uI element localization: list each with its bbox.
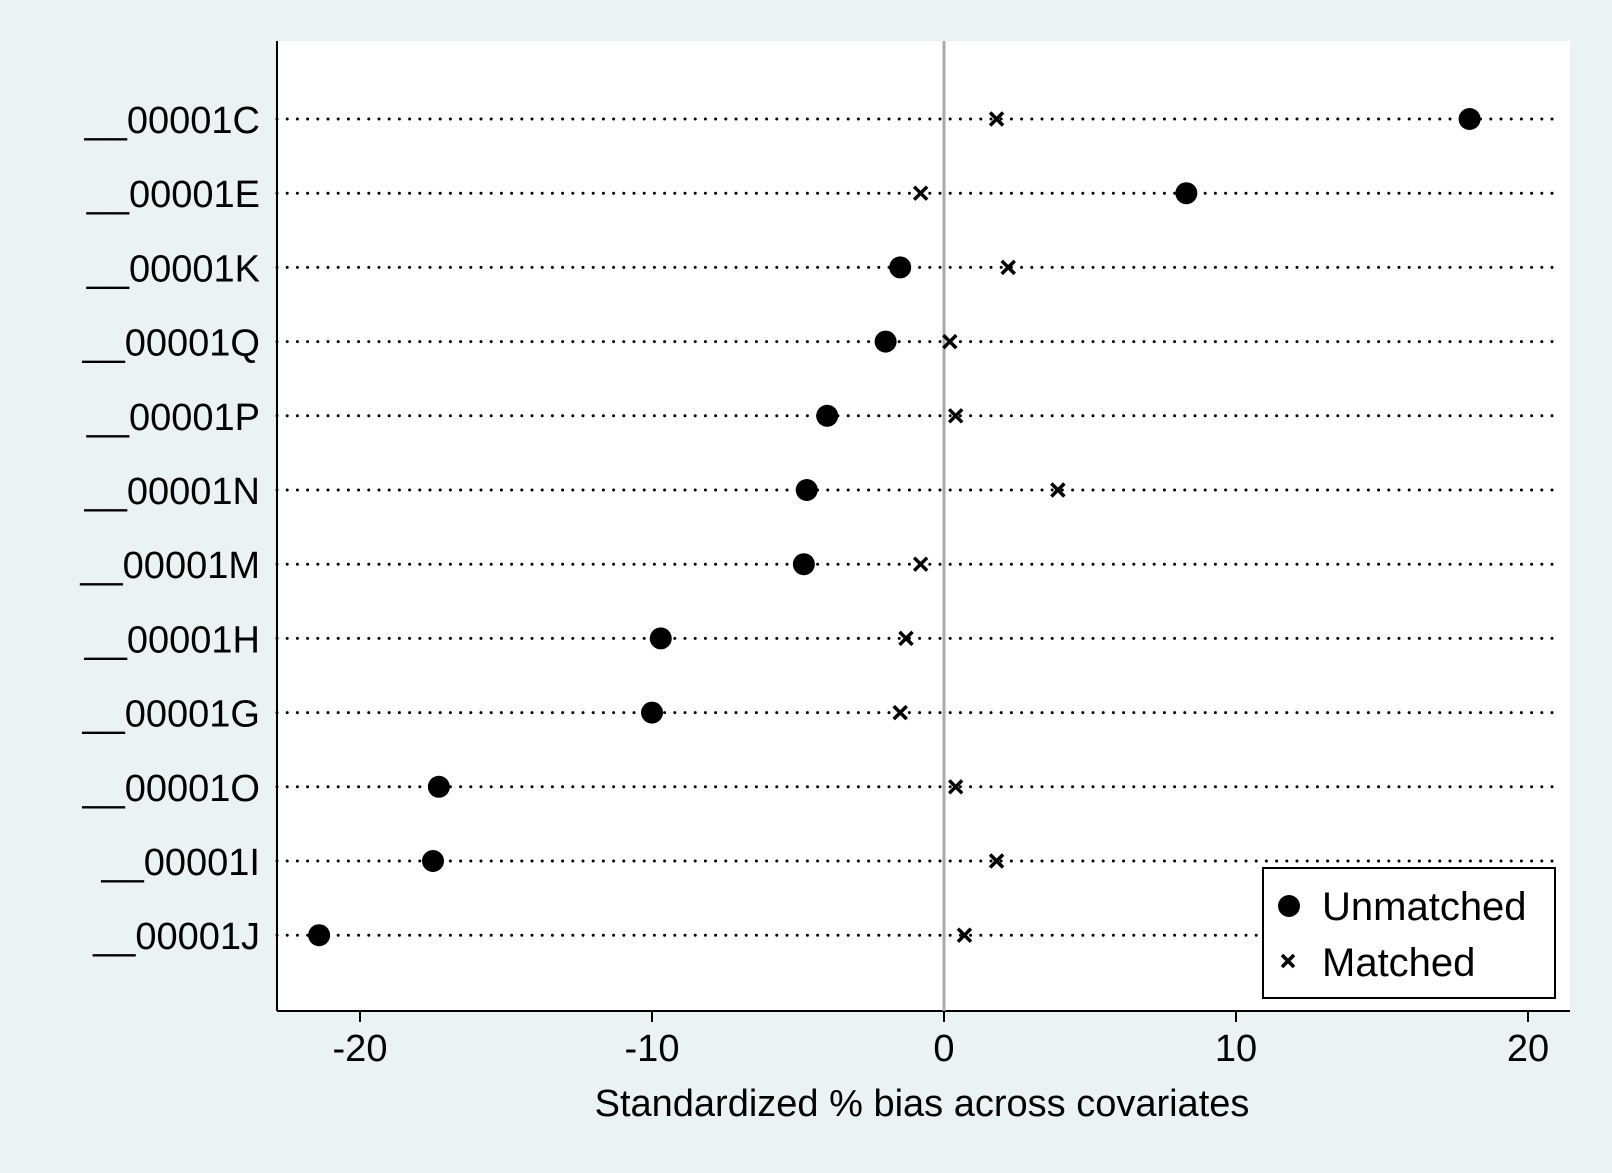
matched-point [956, 927, 973, 943]
y-tick-label: __00001P [86, 397, 260, 439]
y-tick-label: __00001Q [82, 323, 261, 365]
matched-point [947, 779, 964, 795]
y-tick-label: __00001E [86, 174, 260, 216]
unmatched-point [641, 701, 663, 724]
unmatched-point [427, 775, 450, 798]
y-tick-label: __00001N [84, 471, 260, 513]
legend: Unmatched Matched [1262, 867, 1556, 999]
matched-point [912, 185, 929, 201]
x-tick-label: 0 [933, 1028, 954, 1070]
matched-point [892, 704, 908, 721]
plot-area [277, 41, 1570, 1011]
legend-matched-label: Matched [1322, 941, 1475, 985]
x-tick-label: -20 [333, 1028, 388, 1070]
x-tick-label: 10 [1215, 1028, 1257, 1070]
y-tick-label: __00001J [92, 916, 260, 958]
matched-point [942, 333, 958, 350]
y-tick-label: __00001H [84, 619, 260, 661]
x-tick-label: 20 [1507, 1028, 1549, 1070]
matched-point [912, 556, 929, 572]
unmatched-point [1175, 182, 1198, 205]
unmatched-point [874, 330, 897, 353]
x-tick-label: -10 [625, 1028, 680, 1070]
legend-unmatched-label: Unmatched [1322, 885, 1527, 929]
legend-unmatched-marker [1278, 895, 1300, 917]
unmatched-point [422, 850, 444, 872]
y-tick-label: __00001O [82, 768, 261, 810]
matched-point [898, 630, 914, 647]
y-tick-label: __00001I [101, 842, 261, 884]
unmatched-point [795, 479, 818, 501]
unmatched-point [816, 404, 839, 427]
y-tick-label: __00001K [86, 248, 260, 290]
x-axis-title: Standardized % bias across covariates [595, 1083, 1250, 1125]
unmatched-point [1458, 108, 1481, 130]
matched-point [1050, 482, 1066, 498]
y-tick-label: __00001G [82, 694, 261, 736]
unmatched-point [308, 924, 331, 947]
y-tick-label: __00001M [79, 545, 260, 587]
unmatched-point [889, 256, 912, 279]
matched-point [947, 408, 964, 424]
legend-matched-marker [1280, 953, 1296, 969]
legend-box [1262, 867, 1556, 999]
y-tick-label: __00001C [84, 100, 260, 142]
matched-point [1000, 259, 1016, 276]
matched-point [988, 853, 1005, 869]
matched-point [988, 111, 1005, 127]
unmatched-point [649, 627, 672, 650]
unmatched-point [792, 553, 815, 576]
